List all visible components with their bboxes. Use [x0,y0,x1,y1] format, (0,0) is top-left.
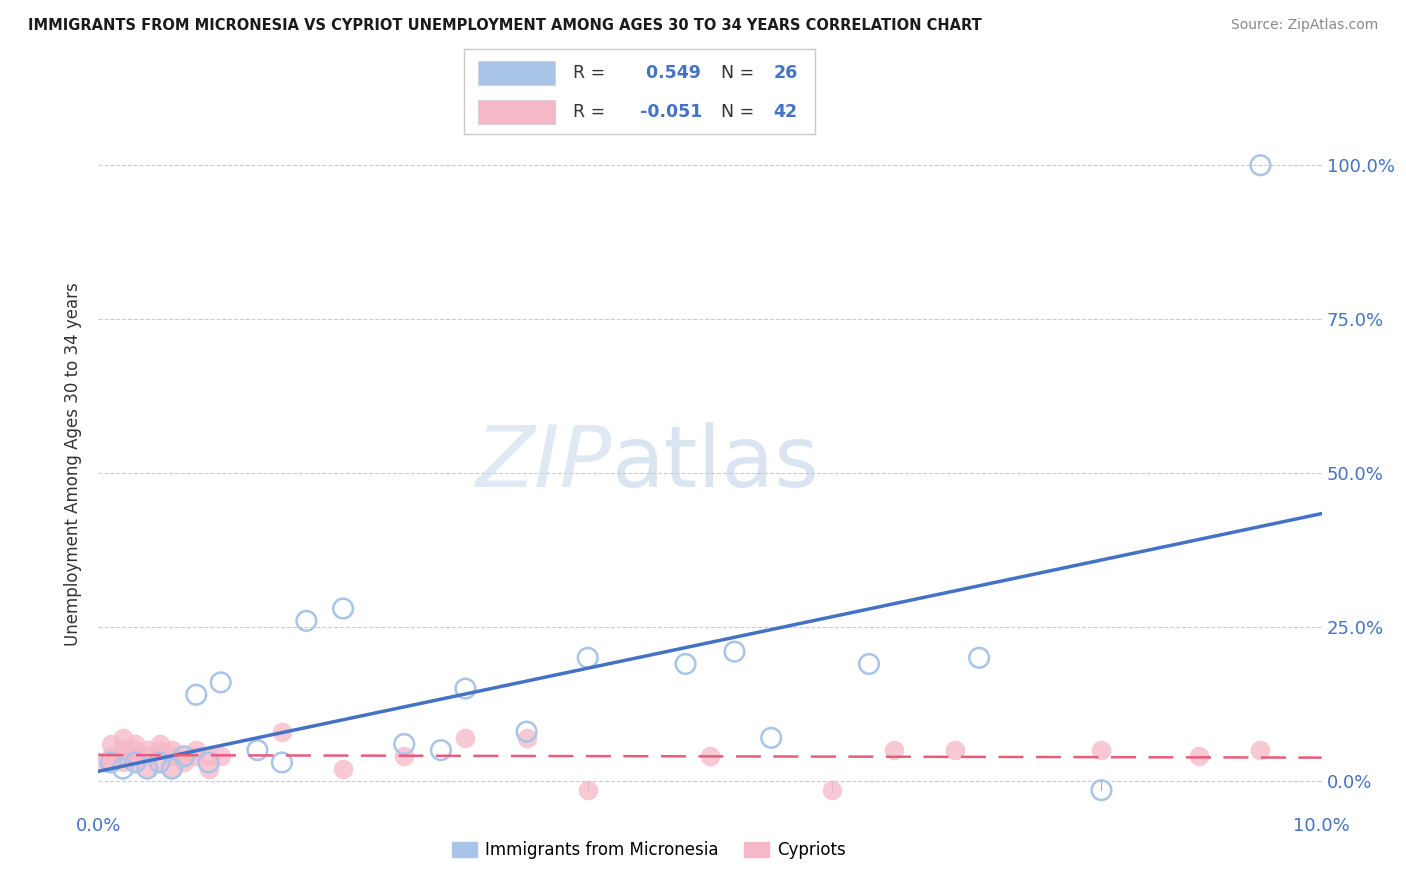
Point [1249,158,1271,172]
Point [136,749,159,764]
Point [111,756,134,770]
Point [124,756,146,770]
Point [1188,749,1211,764]
Point [454,681,477,696]
Point [392,749,416,764]
Point [821,783,844,797]
Text: 42: 42 [773,103,797,120]
Point [160,762,183,776]
Point [454,731,477,745]
Point [1090,743,1112,757]
Point [100,749,122,764]
Point [111,731,134,745]
Point [149,756,172,770]
Point [759,731,782,745]
Point [124,737,146,751]
Y-axis label: Unemployment Among Ages 30 to 34 years: Unemployment Among Ages 30 to 34 years [65,282,83,646]
Point [1249,743,1271,757]
Point [270,724,292,739]
Point [149,737,172,751]
Point [173,756,195,770]
Point [967,650,990,665]
Point [111,743,134,757]
Point [160,749,183,764]
Text: ZIP: ZIP [475,422,612,506]
Point [136,762,159,776]
Point [100,756,122,770]
Point [1090,783,1112,797]
Point [392,737,416,751]
Point [197,762,219,776]
Point [332,762,354,776]
Point [100,737,122,751]
Bar [478,61,555,85]
Point [576,650,599,665]
Point [173,749,195,764]
Point [209,749,232,764]
Text: 26: 26 [773,64,797,82]
Text: R =: R = [574,64,605,82]
Point [186,749,208,764]
Point [270,756,292,770]
Point [124,743,146,757]
Point [430,743,453,757]
Point [149,756,172,770]
Bar [478,100,555,124]
Point [576,783,599,797]
Text: N =: N = [721,64,754,82]
Point [295,614,318,628]
Point [87,756,110,770]
Point [883,743,905,757]
Point [699,749,721,764]
Text: -0.051: -0.051 [640,103,702,120]
Point [197,749,219,764]
Point [136,743,159,757]
Point [516,724,538,739]
Legend: Immigrants from Micronesia, Cypriots: Immigrants from Micronesia, Cypriots [446,835,852,866]
Point [173,749,195,764]
Point [186,688,208,702]
Point [160,743,183,757]
Text: IMMIGRANTS FROM MICRONESIA VS CYPRIOT UNEMPLOYMENT AMONG AGES 30 TO 34 YEARS COR: IMMIGRANTS FROM MICRONESIA VS CYPRIOT UN… [28,18,981,33]
Point [111,762,134,776]
Point [197,756,219,770]
Point [124,749,146,764]
Text: N =: N = [721,103,754,120]
Point [858,657,880,671]
Text: Source: ZipAtlas.com: Source: ZipAtlas.com [1230,18,1378,32]
Point [100,756,122,770]
Point [111,743,134,757]
Text: 0.549: 0.549 [640,64,700,82]
Point [723,645,745,659]
Point [186,743,208,757]
Point [246,743,269,757]
Point [943,743,966,757]
Point [124,756,146,770]
Point [332,601,354,615]
Text: atlas: atlas [612,422,820,506]
Point [209,675,232,690]
Point [160,762,183,776]
Point [675,657,697,671]
Point [149,743,172,757]
Text: R =: R = [574,103,605,120]
Point [111,749,134,764]
Point [516,731,538,745]
Point [136,762,159,776]
